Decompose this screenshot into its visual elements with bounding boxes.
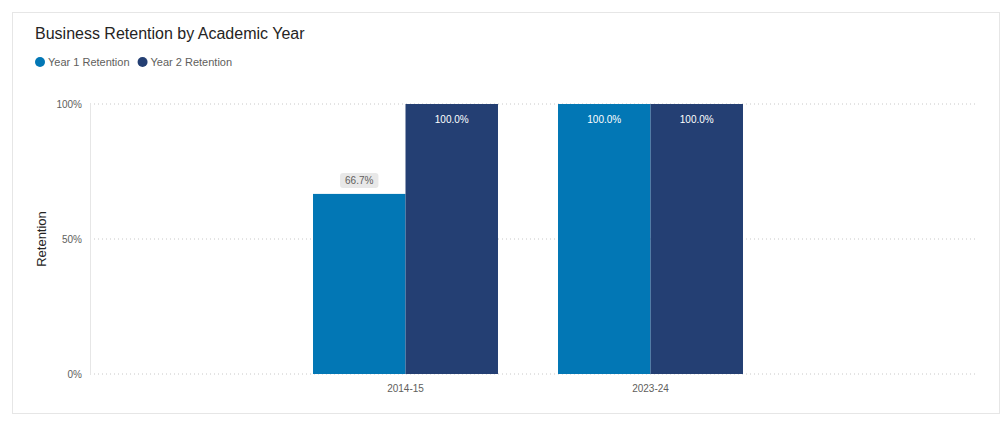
y-tick-label: 100% xyxy=(56,99,82,110)
bar[interactable] xyxy=(558,104,650,374)
y-axis-title: Retention xyxy=(34,211,49,267)
data-label-box: 66.7% xyxy=(340,173,378,188)
legend: Year 1 Retention Year 2 Retention xyxy=(35,56,232,68)
data-label: 100.0% xyxy=(680,114,714,125)
x-tick: 2014-15 xyxy=(387,374,424,394)
legend-swatch xyxy=(138,57,148,67)
legend-label: Year 1 Retention xyxy=(48,56,130,68)
grid-line xyxy=(90,374,975,375)
y-axis: 0% 50% 100% xyxy=(56,99,90,380)
data-labels: 66.7% 100.0% 100.0% 100.0% xyxy=(340,114,714,188)
bar[interactable] xyxy=(313,194,405,374)
y-tick-label: 50% xyxy=(62,234,82,245)
legend-item: Year 2 Retention xyxy=(138,56,233,68)
legend-item: Year 1 Retention xyxy=(35,56,130,68)
x-tick-label: 2014-15 xyxy=(387,383,424,394)
data-label: 100.0% xyxy=(587,114,621,125)
data-label: 100.0% xyxy=(435,114,469,125)
y-tick: 0% xyxy=(68,369,90,380)
title: Business Retention by Academic Year xyxy=(35,25,305,42)
grid-line xyxy=(90,104,975,105)
y-tick: 100% xyxy=(56,99,90,110)
grid xyxy=(90,104,975,374)
card xyxy=(13,13,1000,414)
data-label: 66.7% xyxy=(345,175,373,186)
x-axis: 2014-15 2023-24 xyxy=(387,374,669,394)
bar[interactable] xyxy=(406,104,498,374)
y-axis-line xyxy=(90,105,91,375)
data-label-bg xyxy=(340,173,378,188)
grid-line xyxy=(90,239,975,240)
bars xyxy=(313,104,743,374)
y-tick-label: 0% xyxy=(68,369,83,380)
legend-swatch xyxy=(35,57,45,67)
x-tick-label: 2023-24 xyxy=(632,383,669,394)
chart: Business Retention by Academic Year Year … xyxy=(0,0,1008,425)
bar[interactable] xyxy=(651,104,743,374)
x-tick: 2023-24 xyxy=(632,374,669,394)
y-tick: 50% xyxy=(62,234,90,245)
legend-label: Year 2 Retention xyxy=(151,56,233,68)
